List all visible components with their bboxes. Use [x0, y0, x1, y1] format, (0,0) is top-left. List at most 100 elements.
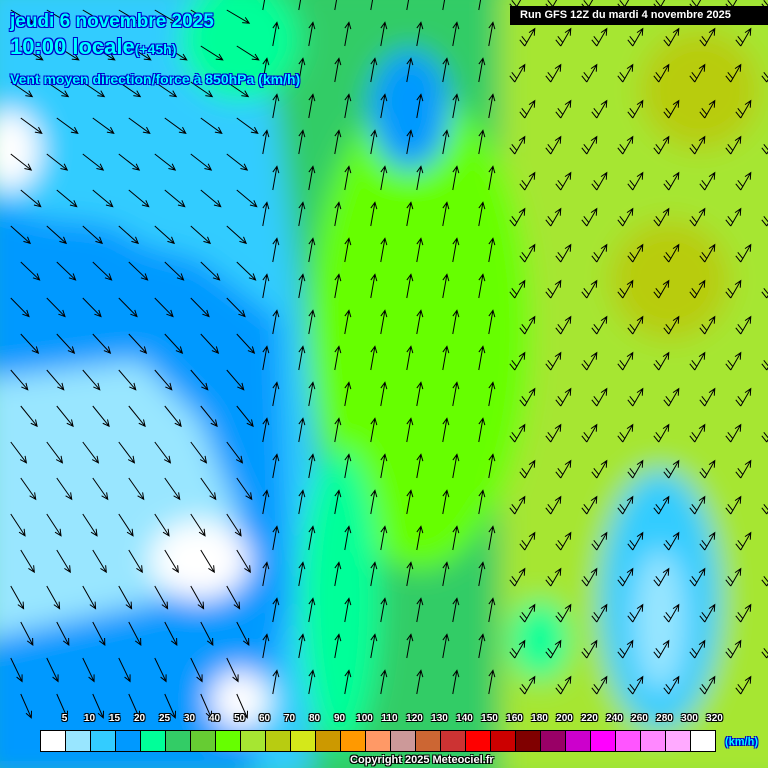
wind-arrow [190, 9, 215, 24]
legend-label: 70 [283, 713, 296, 724]
wind-arrow [545, 495, 562, 515]
wind-arrow [190, 513, 206, 537]
wind-arrow [164, 261, 185, 281]
wind-arrow [226, 513, 242, 537]
legend-label: 110 [381, 713, 398, 724]
legend-swatch [41, 731, 66, 751]
wind-arrow [236, 261, 257, 281]
wind-arrow [591, 243, 608, 263]
wind-arrow [663, 171, 680, 191]
wind-arrow [92, 621, 106, 647]
wind-arrow [617, 639, 634, 659]
legend-swatch [691, 731, 715, 751]
legend-swatch [291, 731, 316, 751]
wind-arrow [617, 207, 634, 227]
legend-label: 150 [481, 713, 498, 724]
wind-arrow [334, 273, 342, 299]
wind-arrow [416, 237, 424, 263]
wind-arrow [416, 669, 424, 695]
wind-arrow [416, 597, 424, 623]
wind-arrow [236, 549, 251, 574]
legend-label: 240 [606, 713, 623, 724]
model-run-banner: Run GFS 12Z du mardi 4 novembre 2025 [510, 6, 768, 25]
wind-arrow [555, 675, 572, 695]
forecast-date: jeudi 6 novembre 2025 [10, 11, 214, 32]
wind-arrow [725, 639, 742, 659]
legend-label: 80 [308, 713, 321, 724]
legend-swatch [666, 731, 691, 751]
wind-arrow [226, 153, 249, 171]
wind-arrow [509, 0, 522, 11]
wind-arrow [581, 351, 598, 371]
wind-arrow [236, 189, 258, 208]
wind-arrow [555, 243, 572, 263]
wind-arrow [262, 633, 270, 659]
wind-arrow [344, 93, 352, 119]
wind-arrow [334, 0, 338, 11]
wind-arrow [262, 57, 270, 83]
wind-arrow [154, 225, 176, 245]
wind-arrow [545, 135, 562, 155]
wind-arrow [545, 279, 562, 299]
wind-arrow [699, 171, 716, 191]
wind-arrow [416, 93, 424, 119]
wind-arrow [334, 57, 342, 83]
wind-arrow [725, 207, 742, 227]
wind-arrow [663, 459, 680, 479]
wind-arrow [735, 99, 752, 119]
wind-arrow [509, 63, 526, 83]
wind-arrow [370, 633, 378, 659]
wind-arrow [82, 369, 101, 391]
wind-arrow [653, 0, 666, 11]
wind-arrow [509, 351, 526, 371]
wind-arrow [545, 63, 562, 83]
wind-arrow [56, 189, 78, 208]
legend-swatch [366, 731, 391, 751]
wind-arrow [519, 27, 536, 47]
wind-arrow [735, 27, 752, 47]
wind-arrow [689, 567, 706, 587]
wind-arrow [334, 129, 342, 155]
wind-arrow [663, 27, 680, 47]
wind-arrow [663, 675, 680, 695]
wind-arrow [20, 189, 42, 208]
wind-arrow [442, 129, 450, 155]
wind-arrow [236, 45, 260, 61]
wind-arrow [236, 477, 253, 501]
wind-arrow [416, 165, 424, 191]
wind-arrow [190, 297, 210, 318]
wind-arrow [82, 9, 107, 24]
wind-arrow [545, 567, 562, 587]
legend-swatch [116, 731, 141, 751]
lead-time: (+45h) [134, 41, 177, 57]
wind-arrow [699, 27, 716, 47]
wind-arrow [10, 657, 23, 683]
wind-arrow [663, 243, 680, 263]
legend-label: 20 [133, 713, 146, 724]
wind-arrow [545, 639, 562, 659]
wind-arrow [128, 261, 149, 281]
wind-arrow [164, 693, 177, 719]
legend-swatch [641, 731, 666, 751]
wind-arrow [519, 459, 536, 479]
legend-swatch [141, 731, 166, 751]
wind-arrow [92, 261, 113, 281]
wind-arrow [545, 423, 562, 443]
wind-arrow [262, 345, 270, 371]
legend-swatch [341, 731, 366, 751]
legend-label: 130 [431, 713, 448, 724]
wind-arrow [406, 129, 414, 155]
wind-arrow [226, 225, 248, 245]
wind-arrows [10, 0, 768, 719]
wind-arrow [725, 495, 742, 515]
wind-arrow [262, 561, 270, 587]
wind-arrow [128, 117, 151, 135]
legend-swatch [491, 731, 516, 751]
wind-arrow [555, 99, 572, 119]
wind-arrow [226, 369, 245, 391]
wind-arrow [617, 279, 634, 299]
wind-arrow [442, 489, 450, 515]
wind-arrow [154, 657, 167, 683]
wind-arrow [20, 333, 40, 354]
